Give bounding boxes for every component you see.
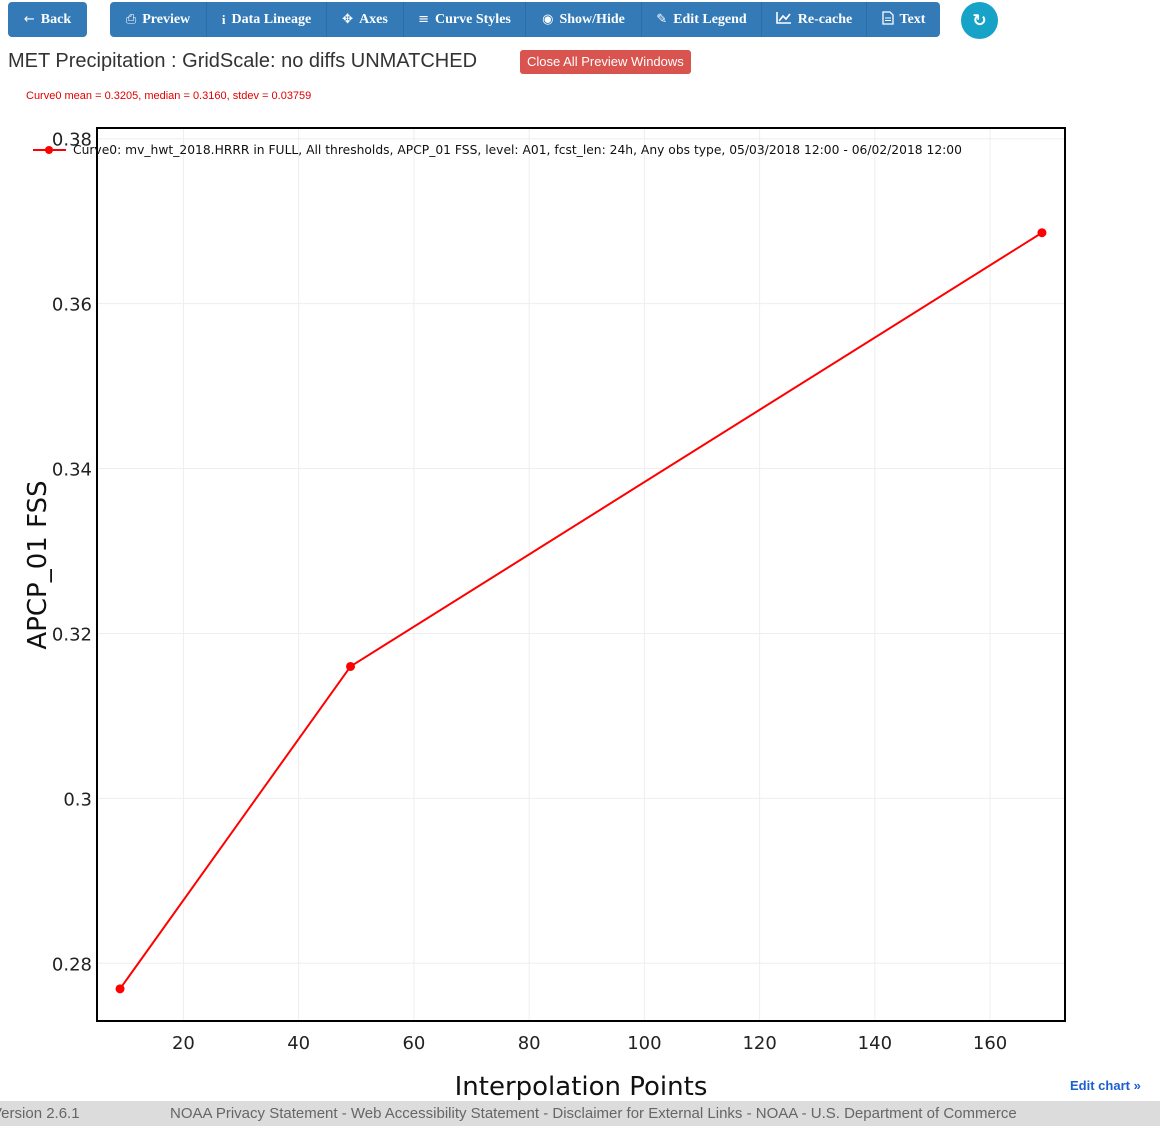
legend-marker xyxy=(45,146,53,154)
refresh-icon: ↻ xyxy=(972,10,987,31)
data-point[interactable] xyxy=(115,984,125,994)
x-tick-label: 80 xyxy=(518,1033,541,1054)
grid xyxy=(97,128,1065,1021)
x-tick-label: 60 xyxy=(402,1033,425,1054)
arrow-left-icon: ← xyxy=(23,12,35,27)
footer: Version 2.6.1 NOAA Privacy Statement - W… xyxy=(0,1101,1160,1126)
y-axis-title: APCP_01 FSS xyxy=(23,480,53,649)
x-tick-label: 100 xyxy=(627,1033,661,1054)
x-tick-label: 40 xyxy=(287,1033,310,1054)
edit-chart-link[interactable]: Edit chart » xyxy=(1070,1078,1141,1093)
line-chart-icon xyxy=(775,11,792,28)
y-tick-label: 0.32 xyxy=(52,624,92,645)
back-button[interactable]: ← Back xyxy=(8,2,87,37)
pencil-icon: ✎ xyxy=(656,12,668,27)
refresh-button[interactable]: ↻ xyxy=(961,2,998,39)
eye-slash-icon: ◉ xyxy=(542,12,554,27)
curve-styles-button[interactable]: ≡ Curve Styles xyxy=(403,2,525,37)
series-layer[interactable] xyxy=(115,228,1047,994)
back-label: Back xyxy=(40,11,72,27)
y-tick-label: 0.34 xyxy=(52,460,92,481)
print-icon: ⎙ xyxy=(125,12,137,27)
series-line xyxy=(119,231,1043,990)
y-tick-label: 0.38 xyxy=(52,130,92,151)
close-all-preview-windows-button[interactable]: Close All Preview Windows xyxy=(520,50,691,74)
line-chart[interactable]: 20 40 60 80 100 120 140 160 0.28 0.3 0.32 0.34 0.36 0… xyxy=(0,110,1160,1100)
show-hide-button[interactable]: ◉ Show/Hide xyxy=(525,2,641,37)
data-point[interactable] xyxy=(1037,228,1047,238)
data-lineage-label: Data Lineage xyxy=(231,11,312,27)
plot-title: MET Precipitation : GridScale: no diffs … xyxy=(8,50,478,72)
y-tick-label: 0.36 xyxy=(52,295,92,316)
tick-labels: 20 40 60 80 100 120 140 160 0.28 0.3 0.32 0.34 0.36 0… xyxy=(52,130,1007,1054)
footer-links[interactable]: NOAA Privacy Statement - Web Accessibili… xyxy=(170,1105,1017,1122)
preview-label: Preview xyxy=(142,11,191,27)
x-tick-label: 120 xyxy=(742,1033,776,1054)
file-text-icon xyxy=(881,10,894,29)
axes-button[interactable]: ✥ Axes xyxy=(326,2,403,37)
edit-legend-button[interactable]: ✎ Edit Legend xyxy=(641,2,761,37)
y-tick-label: 0.3 xyxy=(63,789,92,810)
edit-legend-label: Edit Legend xyxy=(673,11,747,27)
text-label: Text xyxy=(899,11,926,27)
plot-frame xyxy=(96,127,1066,1022)
list-icon: ≡ xyxy=(418,12,430,27)
curve-stats: Curve0 mean = 0.3205, median = 0.3160, s… xyxy=(26,90,312,102)
legend[interactable]: Curve0: mv_hwt_2018.HRRR in FULL, All th… xyxy=(33,143,962,157)
axes-label: Axes xyxy=(359,11,388,27)
version-label: Version 2.6.1 xyxy=(0,1105,80,1122)
data-point[interactable] xyxy=(346,661,356,671)
curve-styles-label: Curve Styles xyxy=(435,11,511,27)
text-button[interactable]: Text xyxy=(866,2,940,37)
y-tick-label: 0.28 xyxy=(52,954,92,975)
data-lineage-button[interactable]: i Data Lineage xyxy=(206,2,326,37)
x-tick-label: 160 xyxy=(973,1033,1007,1054)
move-icon: ✥ xyxy=(342,12,354,27)
x-axis-title: Interpolation Points xyxy=(455,1072,708,1100)
x-tick-label: 20 xyxy=(172,1033,195,1054)
preview-button[interactable]: ⎙ Preview xyxy=(110,2,206,37)
recache-button[interactable]: Re-cache xyxy=(761,2,866,37)
recache-label: Re-cache xyxy=(797,11,853,27)
info-icon: i xyxy=(221,11,226,27)
x-tick-label: 140 xyxy=(858,1033,892,1054)
show-hide-label: Show/Hide xyxy=(559,11,625,27)
legend-label: Curve0: mv_hwt_2018.HRRR in FULL, All th… xyxy=(73,143,962,157)
